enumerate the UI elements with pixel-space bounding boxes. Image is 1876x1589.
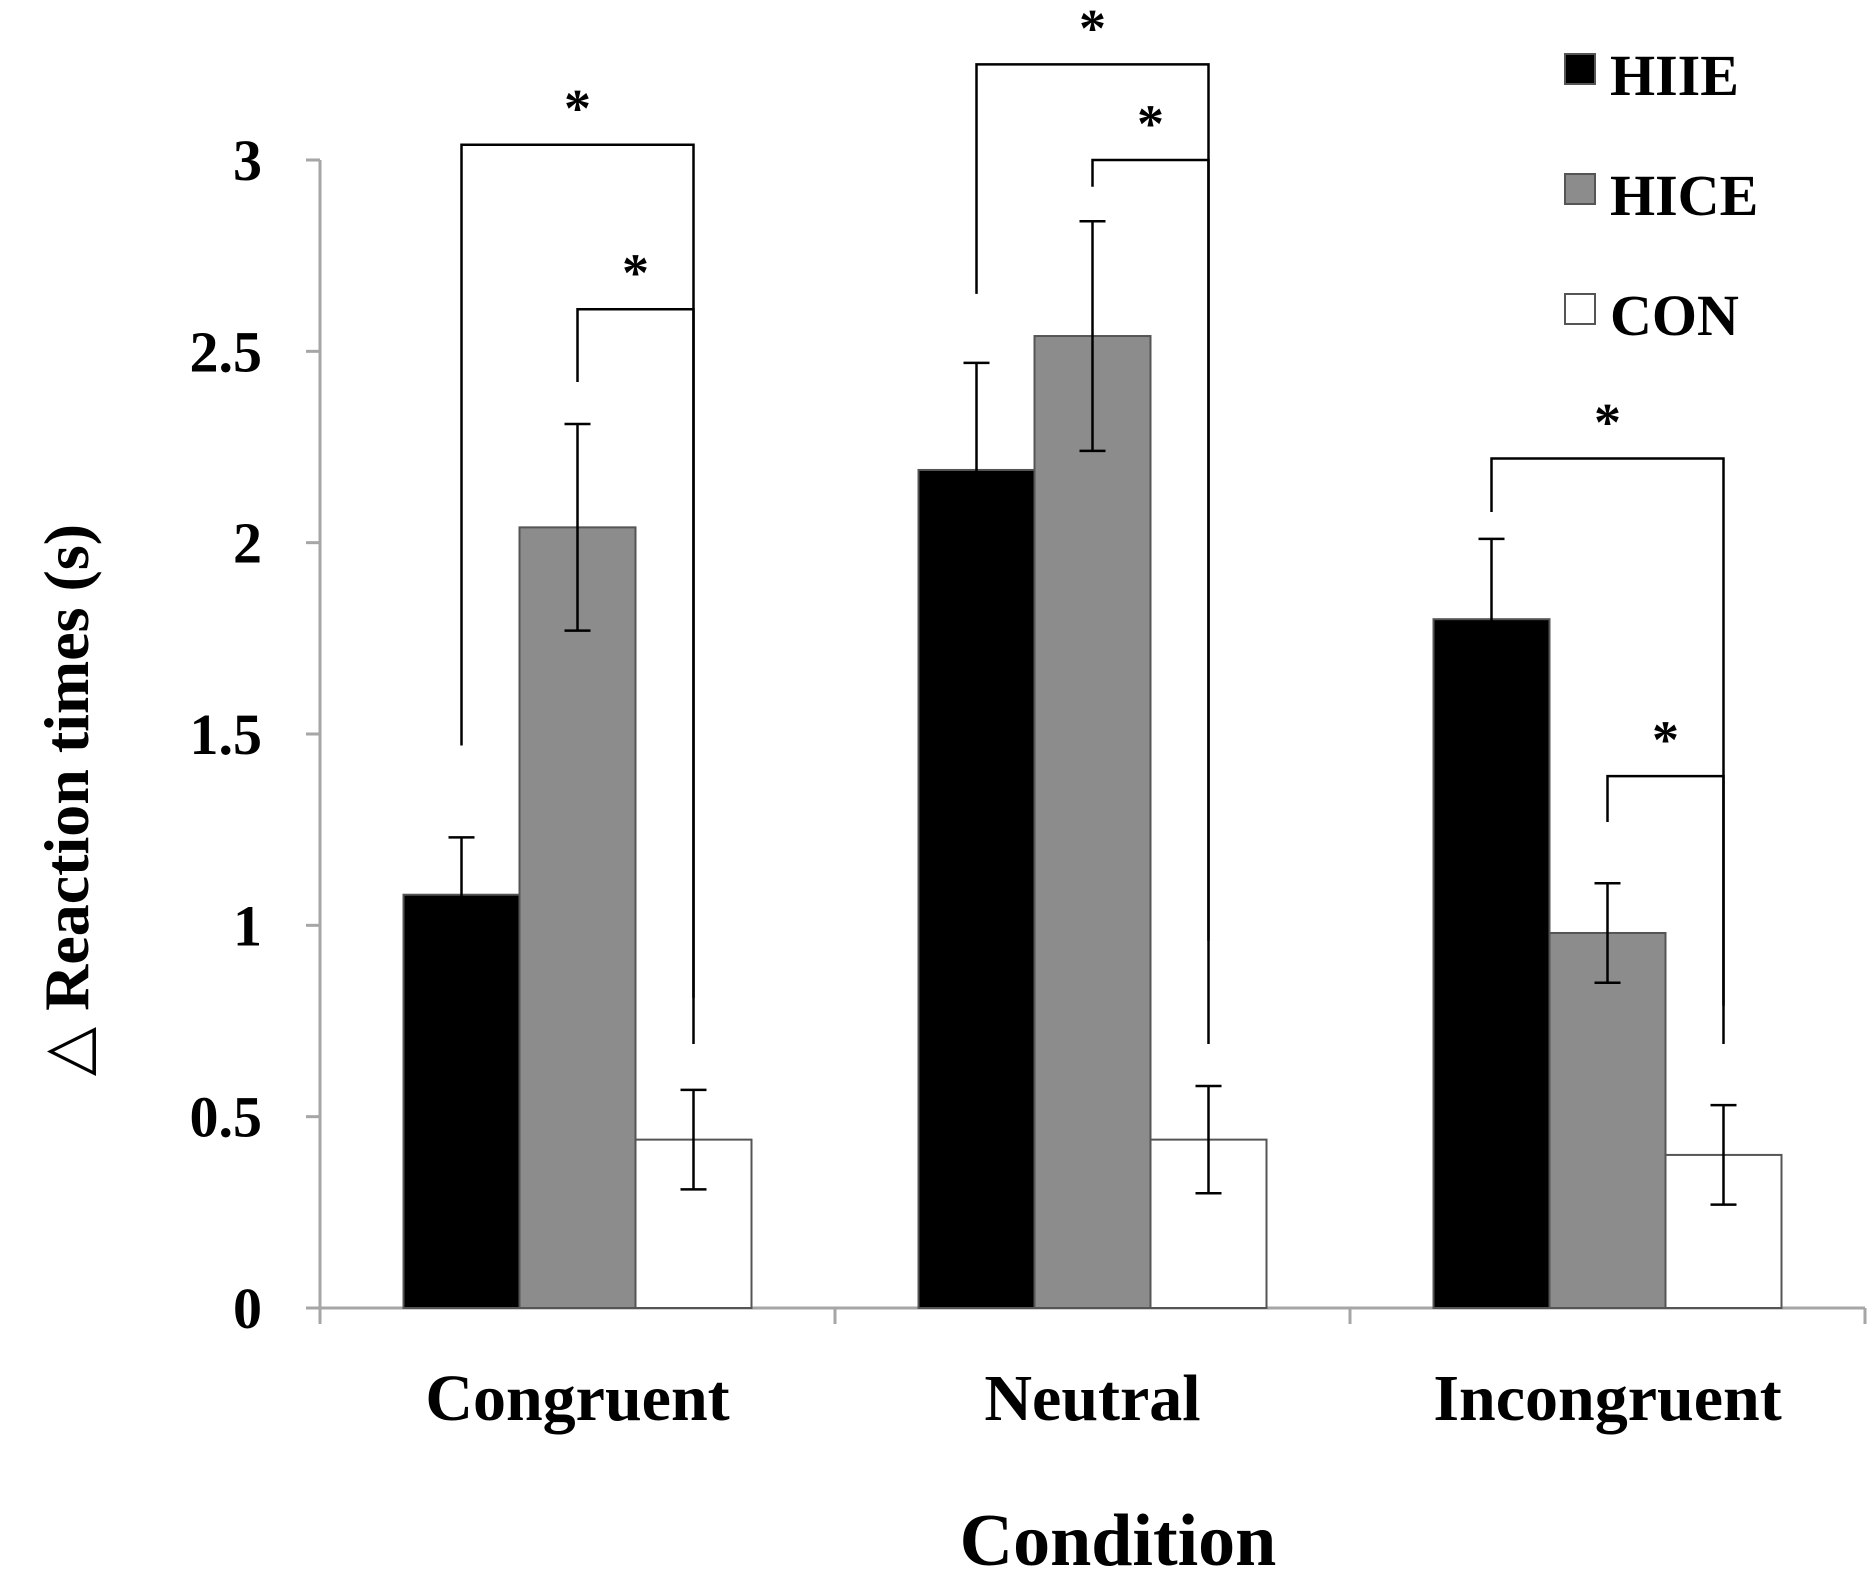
significance-star: * (564, 79, 591, 139)
y-tick-label: 2.5 (190, 319, 263, 384)
y-tick-label: 0.5 (190, 1085, 263, 1150)
y-axis-title: △ Reaction times (s) (31, 524, 102, 1076)
legend-swatch-hiie (1564, 53, 1596, 85)
bar-hice (1033, 335, 1152, 1309)
x-category-label: Congruent (425, 1362, 729, 1435)
y-tick-label: 1 (233, 893, 262, 958)
y-tick-label: 0 (233, 1276, 262, 1341)
y-tick-label: 2 (233, 511, 262, 576)
significance-star: * (622, 243, 649, 303)
significance-star: * (1137, 94, 1164, 154)
significance-bracket (576, 307, 695, 999)
x-axis-title: Condition (960, 1500, 1277, 1582)
significance-bracket (1490, 457, 1725, 1044)
x-category-label: Incongruent (1433, 1362, 1781, 1435)
y-tick-label: 1.5 (190, 702, 263, 767)
significance-star: * (1652, 710, 1679, 770)
y-tick-label: 3 (233, 128, 262, 193)
bar-hiie (402, 893, 521, 1309)
bar-hice (1548, 931, 1667, 1310)
bar-hiie (1432, 618, 1551, 1309)
legend-swatch-con (1564, 293, 1596, 325)
bar-hiie (917, 468, 1036, 1309)
significance-bracket (1091, 158, 1210, 941)
x-category-label: Neutral (984, 1362, 1200, 1435)
legend-swatch-hice (1564, 173, 1596, 205)
significance-bracket (1606, 774, 1725, 1006)
significance-star: * (1079, 0, 1106, 58)
legend-label: CON (1610, 283, 1739, 348)
legend-label: HIIE (1610, 43, 1739, 108)
legend-label: HICE (1610, 163, 1758, 228)
bar-hice (518, 526, 637, 1309)
significance-star: * (1594, 392, 1621, 452)
